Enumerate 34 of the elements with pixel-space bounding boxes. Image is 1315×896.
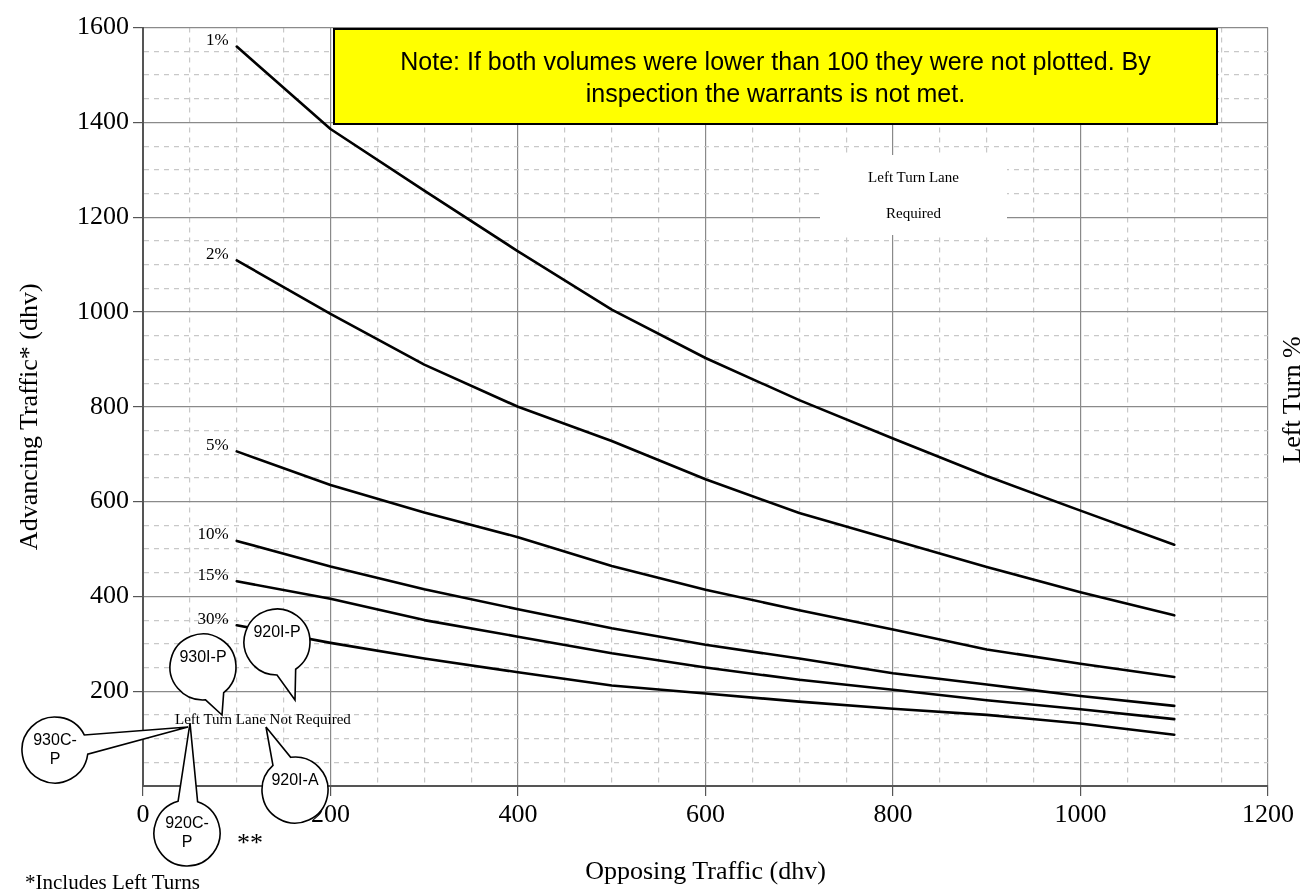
text: **	[237, 828, 263, 858]
y2-axis-title: Left Turn %	[1276, 336, 1306, 464]
y-tick-label: 1200	[77, 201, 129, 231]
y-axis-title: Advancing Traffic* (dhv)	[13, 283, 43, 551]
y-tick-label: 400	[90, 580, 129, 610]
series-label: 30%	[197, 608, 229, 628]
x-tick-label: 1000	[1054, 799, 1107, 829]
label-box: Left Turn Lane Required	[820, 155, 1007, 235]
x-tick-label: 0	[136, 799, 150, 829]
annotation: Note: If both volumes were lower than 100 they were not plotted. By inspection the warrants is not met.	[399, 45, 1152, 109]
x-tick-label: 600	[686, 799, 725, 829]
y-tick-label: 1400	[77, 106, 129, 136]
y-tick-label: 600	[90, 485, 129, 515]
y-tick-label: 1000	[77, 295, 129, 325]
series-label: 10%	[197, 524, 229, 544]
annotation: 930I-P	[178, 647, 228, 667]
y-tick-label: 200	[90, 675, 129, 705]
y-tick-label: 800	[90, 390, 129, 420]
x-tick-label: 1200	[1242, 799, 1294, 829]
x-tick-label: 400	[498, 799, 538, 829]
text: 920C-P	[164, 813, 210, 852]
annotation: Left Turn Lane Not Required	[175, 711, 351, 728]
x-axis-title: Opposing Traffic (dhv)	[585, 855, 826, 885]
series-label: 5%	[206, 434, 229, 454]
annotation: 920I-A	[271, 771, 319, 788]
annotation: 920I-P	[252, 622, 302, 642]
note-box: Note: If both volumes were lower than 100 they were not plotted. By inspection the warrants is not met.	[333, 28, 1218, 125]
text: *Includes Left Turns	[25, 870, 200, 895]
text: 930C-P	[32, 730, 78, 769]
series-label: 1%	[206, 30, 229, 50]
y-tick-label: 1600	[77, 11, 129, 41]
series-label: 2%	[206, 243, 229, 263]
series-label: 15%	[197, 564, 229, 584]
x-tick-label: 800	[873, 799, 913, 829]
